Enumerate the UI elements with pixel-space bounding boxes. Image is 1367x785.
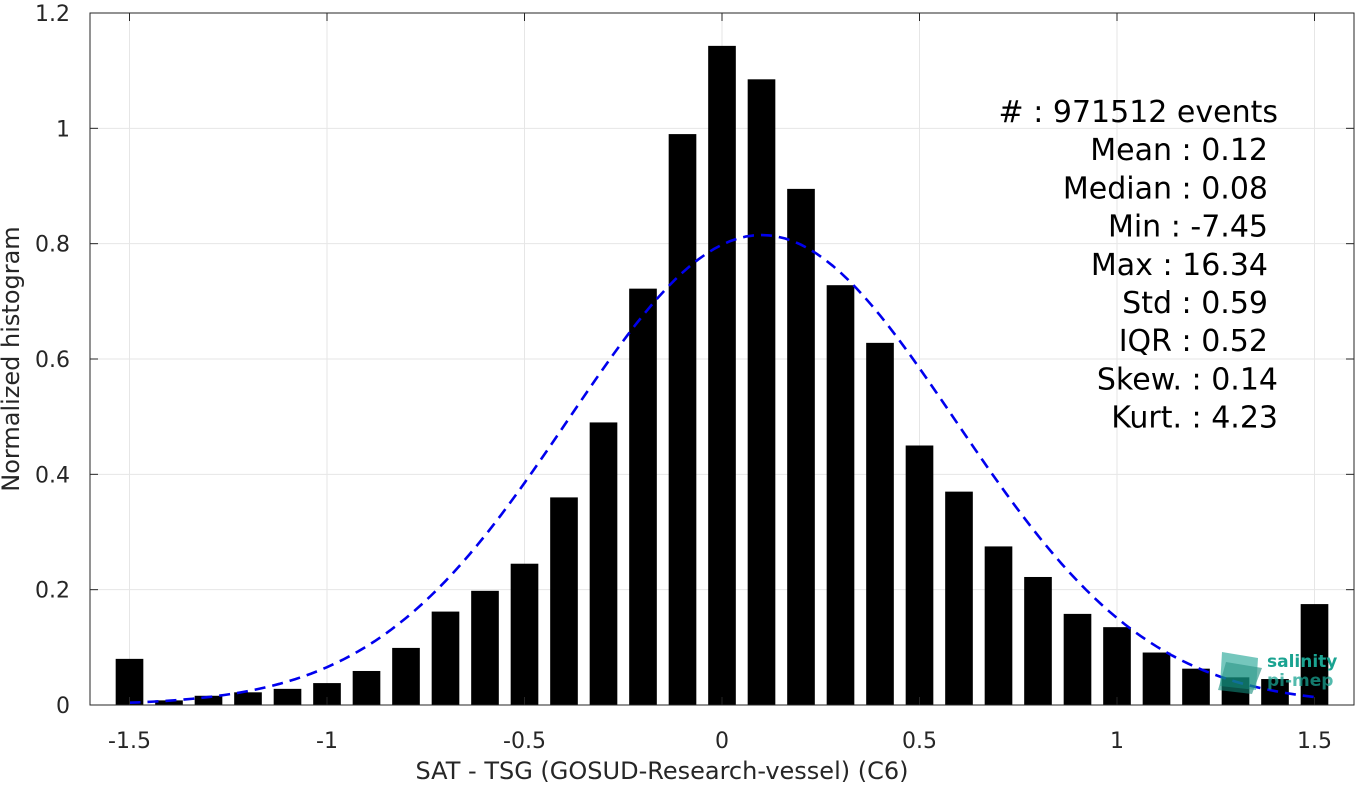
stat-line: Median : 0.08 — [1063, 171, 1268, 206]
logo-text-line1: salinity — [1267, 652, 1337, 672]
histogram-bar — [668, 134, 697, 706]
y-tick-label: 1 — [56, 117, 70, 142]
x-tick-label: 0 — [715, 729, 729, 754]
histogram-bars — [115, 45, 1329, 706]
y-tick-labels: 0 0.2 0.4 0.6 0.8 1 1.2 — [35, 2, 70, 719]
histogram-bar — [1300, 604, 1329, 705]
y-tick-label: 0 — [56, 694, 70, 719]
x-tick-label: 1 — [1110, 729, 1124, 754]
histogram-bar — [826, 285, 855, 705]
histogram-bar — [431, 611, 460, 705]
histogram-bar — [550, 497, 578, 705]
histogram-bar — [1182, 668, 1210, 705]
histogram-bar — [905, 445, 934, 705]
histogram-bar — [155, 700, 183, 705]
salinity-pimep-logo: salinity pi-mep — [1218, 652, 1337, 694]
stat-line: IQR : 0.52 — [1119, 324, 1268, 359]
histogram-bar — [787, 188, 815, 706]
histogram-bar — [589, 422, 618, 705]
x-tick-label: -1 — [316, 729, 338, 754]
histogram-bar — [629, 288, 657, 705]
histogram-bar — [313, 683, 341, 705]
histogram-bar — [1142, 652, 1171, 705]
histogram-bar — [273, 688, 302, 705]
histogram-bar — [866, 342, 894, 705]
stat-line: # : 971512 events — [999, 95, 1278, 130]
stat-line: Std : 0.59 — [1122, 286, 1268, 321]
y-tick-label: 1.2 — [35, 2, 70, 27]
y-axis-label: Normalized histogram — [0, 226, 25, 491]
stat-line: Skew. : 0.14 — [1097, 362, 1278, 397]
histogram-bar — [945, 491, 973, 705]
histogram-bar — [471, 590, 499, 705]
x-tick-label: 1.5 — [1297, 729, 1332, 754]
histogram-bar — [194, 695, 223, 705]
x-tick-label: -1.5 — [108, 729, 151, 754]
stat-line: Max : 16.34 — [1091, 248, 1268, 283]
y-tick-label: 0.2 — [35, 579, 70, 604]
histogram-bar — [510, 563, 539, 705]
stat-line: Kurt. : 4.23 — [1111, 401, 1278, 436]
y-tick-label: 0.4 — [35, 463, 70, 488]
histogram-bar — [747, 79, 776, 706]
stat-line: Min : -7.45 — [1108, 210, 1268, 245]
histogram-bar — [984, 546, 1013, 705]
histogram-bar — [234, 692, 262, 705]
histogram-bar — [352, 670, 381, 705]
histogram-bar — [1063, 613, 1092, 705]
stat-line: Mean : 0.12 — [1090, 133, 1268, 168]
histogram-bar — [392, 647, 420, 705]
x-axis-label: SAT - TSG (GOSUD-Research-vessel) (C6) — [416, 757, 909, 785]
histogram-bar — [708, 45, 736, 706]
logo-wave-icon — [1218, 652, 1262, 694]
x-tick-label: -0.5 — [503, 729, 546, 754]
histogram-bar — [1103, 627, 1131, 705]
x-tick-labels: -1.5 -1 -0.5 0 0.5 1 1.5 — [108, 729, 1332, 754]
logo-text-line2: pi-mep — [1267, 671, 1333, 691]
normal-fit-curve — [129, 233, 1315, 705]
x-tick-label: 0.5 — [902, 729, 937, 754]
histogram-bar — [1024, 576, 1052, 705]
axis-ticks — [90, 12, 1354, 706]
y-tick-label: 0.8 — [35, 233, 70, 258]
y-tick-label: 0.6 — [35, 348, 70, 373]
